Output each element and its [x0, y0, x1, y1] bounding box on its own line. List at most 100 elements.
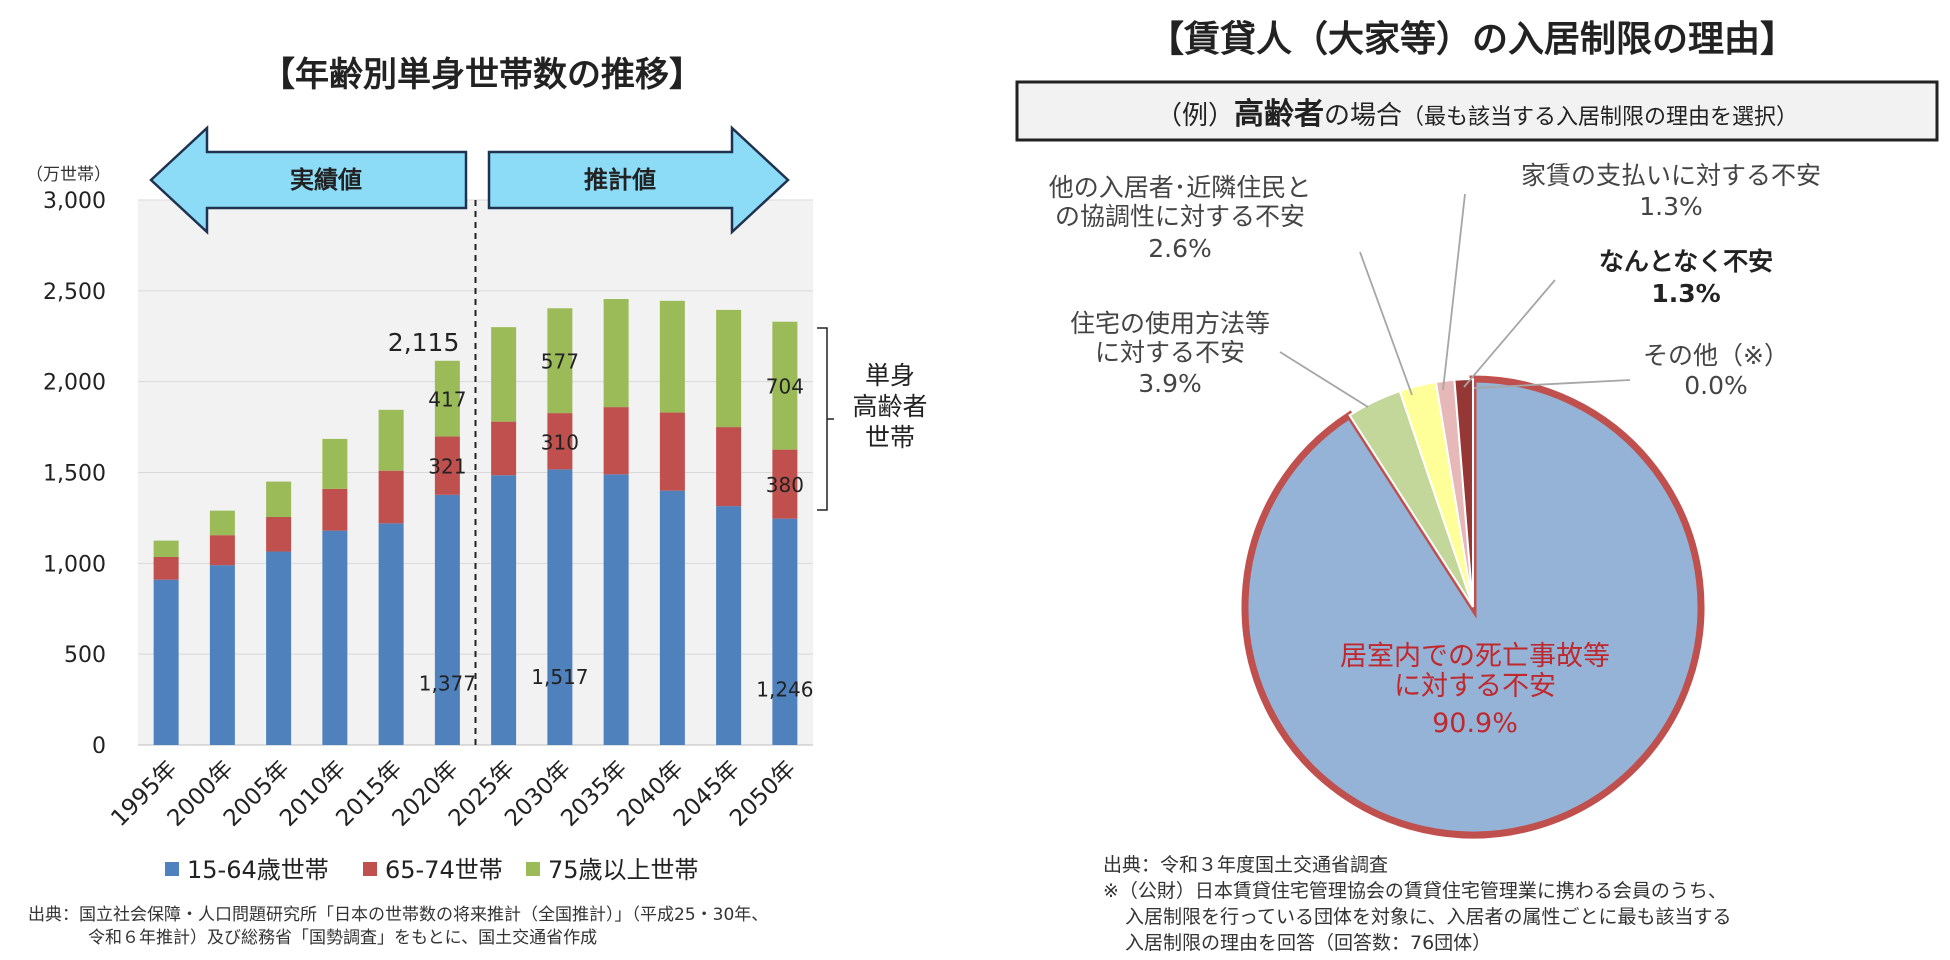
bar-segment-3: [716, 309, 742, 428]
y-tick-label: 2,000: [43, 371, 106, 396]
segment-value-label: 310: [541, 430, 579, 454]
subtitle-box: [1015, 80, 1939, 142]
y-unit-label: （万世帯）: [26, 165, 111, 185]
legend-swatch: [363, 862, 377, 876]
eviction-reason-pie-chart: 【賃貸人（大家等）の入居制限の理由】 （例）高齢者の場合（最も該当する入居制限の理…: [1015, 19, 1939, 839]
left-source-line-1: 出典：国立社会保障・人口問題研究所「日本の世帯数の将来推計（全国推計）」（平成2…: [28, 905, 769, 925]
segment-value-label: 380: [766, 473, 804, 497]
left-source-line-2: 令和６年推計）及び総務省「国勢調査」をもとに、国土交通省作成: [88, 928, 598, 948]
right-chart-title: 【賃貸人（大家等）の入居制限の理由】: [1148, 19, 1796, 60]
left-chart-title: 【年齢別単身世帯数の推移】: [261, 55, 703, 95]
legend-label: 15-64歳世帯: [187, 856, 329, 884]
leader-line: [1279, 351, 1369, 408]
bar-segment-2: [716, 427, 742, 507]
bar-segment-2: [378, 470, 404, 524]
right-source-line-2: ※（公財）日本賃貸住宅管理協会の賃貸住宅管理業に携わる会員のうち、: [1103, 880, 1727, 902]
actual-arrow-label: 実績値: [290, 166, 362, 194]
y-tick-label: 1,000: [43, 552, 106, 577]
right-source-line-4: 入居制限の理由を回答（回答数：76団体）: [1125, 932, 1492, 954]
bar-segment-2: [659, 412, 685, 491]
segment-value-label: 321: [428, 455, 466, 479]
bracket-label: 世帯: [865, 423, 915, 452]
legend-label: 65-74世帯: [385, 856, 503, 884]
legend-label: 75歳以上世帯: [548, 856, 699, 884]
leader-line: [1473, 379, 1631, 389]
slice-value: 3.9%: [1138, 369, 1202, 398]
bar-segment-3: [603, 299, 629, 408]
bar-segment-2: [266, 517, 292, 552]
bar-segment-3: [659, 300, 685, 413]
main-slice-value: 90.9%: [1432, 708, 1518, 739]
subtitle-mid: の場合: [1324, 101, 1402, 131]
bracket-label: 高齢者: [852, 392, 927, 421]
bar-segment-3: [547, 308, 573, 414]
bar-segment-3: [491, 327, 517, 422]
bar-segment-2: [209, 535, 235, 566]
leader-line: [1442, 193, 1466, 391]
bar-segment-2: [491, 421, 517, 476]
subtitle-note: （最も該当する入居制限の理由を選択）: [1402, 105, 1798, 130]
legend-swatch: [165, 862, 179, 876]
bar-segment-1: [153, 579, 179, 745]
subtitle: （例）高齢者の場合（最も該当する入居制限の理由を選択）: [1156, 97, 1798, 132]
y-tick-label: 0: [92, 734, 106, 759]
bar-segment-3: [772, 321, 798, 450]
single-household-chart: 0 500 1,000 1,500 2,000 2,500 3,000 （万世帯） 【年齢別単身…: [26, 55, 928, 884]
projected-arrow: [487, 125, 790, 235]
slice-label: の協調性に対する不安: [1055, 202, 1305, 231]
total-label: 2,115: [388, 328, 460, 357]
segment-value-label: 1,377: [419, 671, 476, 695]
bar-segment-2: [603, 407, 629, 475]
bar-segment-1: [716, 506, 742, 745]
bar-segment-3: [434, 360, 460, 437]
bar-segment-3: [378, 409, 404, 471]
leader-line: [1359, 251, 1413, 396]
bar-segment-2: [322, 488, 348, 531]
segment-value-label: 577: [541, 350, 579, 374]
segment-value-label: 1,517: [531, 665, 588, 689]
bar-segment-1: [772, 518, 798, 745]
y-tick-label: 3,000: [43, 189, 106, 214]
projected-arrow-label: 推計値: [584, 166, 656, 194]
segment-value-label: 704: [766, 375, 804, 399]
legend-swatch: [526, 862, 540, 876]
slice-value: 2.6%: [1148, 234, 1212, 263]
segment-value-label: 1,246: [756, 677, 813, 701]
bar-segment-2: [772, 449, 798, 519]
main-slice-label: に対する不安: [1394, 671, 1556, 702]
bar-segment-1: [209, 565, 235, 745]
elderly-bracket: [817, 327, 834, 511]
bar-segment-1: [322, 530, 348, 745]
bar-segment-1: [434, 494, 460, 745]
actual-arrow: [149, 125, 468, 235]
bar-segment-3: [266, 481, 292, 518]
slice-value: 1.3%: [1651, 279, 1720, 308]
slice-label: 住宅の使用方法等: [1070, 309, 1270, 338]
right-source-line-1: 出典：令和３年度国土交通省調査: [1103, 854, 1389, 876]
slice-label: 他の入居者･近隣住民と: [1049, 173, 1312, 202]
bar-segment-2: [153, 556, 179, 580]
y-tick-label: 2,500: [43, 280, 106, 305]
bar-segment-2: [547, 413, 573, 470]
slice-label: なんとなく不安: [1599, 247, 1773, 276]
bar-segment-1: [547, 469, 573, 745]
right-source-line-3: 入居制限を行っている団体を対象に、入居者の属性ごとに最も該当する: [1125, 906, 1732, 928]
y-tick-label: 1,500: [43, 462, 106, 487]
subtitle-emphasis: 高齢者: [1234, 97, 1324, 132]
bar-segment-3: [153, 540, 179, 557]
main-slice-label: 居室内での死亡事故等: [1340, 641, 1610, 672]
leader-line: [1463, 279, 1556, 388]
pie-slice-5: [1453, 377, 1474, 608]
bar-segment-1: [378, 523, 404, 745]
slice-value: 0.0%: [1684, 371, 1748, 400]
bar-segment-1: [491, 475, 517, 745]
bar-segment-1: [603, 474, 629, 745]
slice-label: 家賃の支払いに対する不安: [1521, 161, 1821, 190]
segment-value-label: 417: [428, 388, 466, 412]
bar-segment-2: [434, 436, 460, 495]
bar-segment-1: [266, 551, 292, 745]
bracket-label: 単身: [865, 361, 915, 390]
slice-label: その他（※）: [1643, 341, 1789, 370]
bar-segment-1: [659, 490, 685, 745]
